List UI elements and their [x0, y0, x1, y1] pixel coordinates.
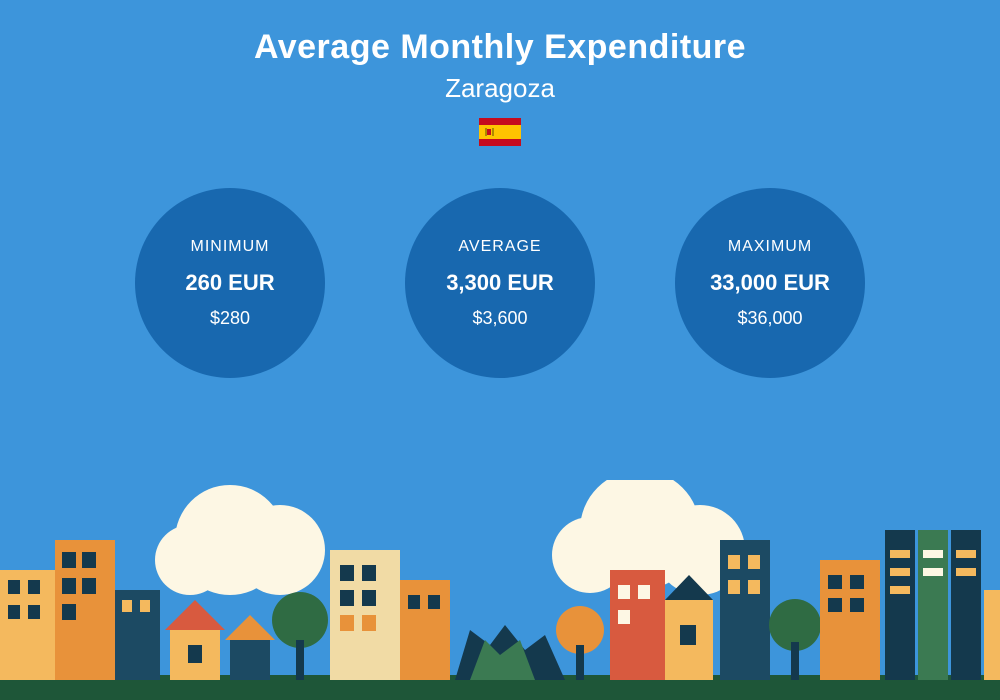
stat-eur: 33,000 EUR [710, 270, 830, 296]
header: Average Monthly Expenditure Zaragoza [0, 0, 1000, 146]
stat-eur: 260 EUR [185, 270, 274, 296]
stat-label: MAXIMUM [728, 238, 812, 256]
stat-circle-maximum: MAXIMUM 33,000 EUR $36,000 [675, 188, 865, 378]
stat-circle-minimum: MINIMUM 260 EUR $280 [135, 188, 325, 378]
stat-usd: $3,600 [472, 308, 527, 329]
stat-circles: MINIMUM 260 EUR $280 AVERAGE 3,300 EUR $… [0, 188, 1000, 378]
page-subtitle: Zaragoza [0, 73, 1000, 104]
stat-usd: $36,000 [737, 308, 802, 329]
stat-eur: 3,300 EUR [446, 270, 554, 296]
page-title: Average Monthly Expenditure [0, 28, 1000, 67]
cityscape-illustration [0, 480, 1000, 700]
stat-usd: $280 [210, 308, 250, 329]
stat-circle-average: AVERAGE 3,300 EUR $3,600 [405, 188, 595, 378]
stat-label: AVERAGE [458, 238, 541, 256]
stat-label: MINIMUM [191, 238, 270, 256]
flag-icon [479, 118, 521, 146]
